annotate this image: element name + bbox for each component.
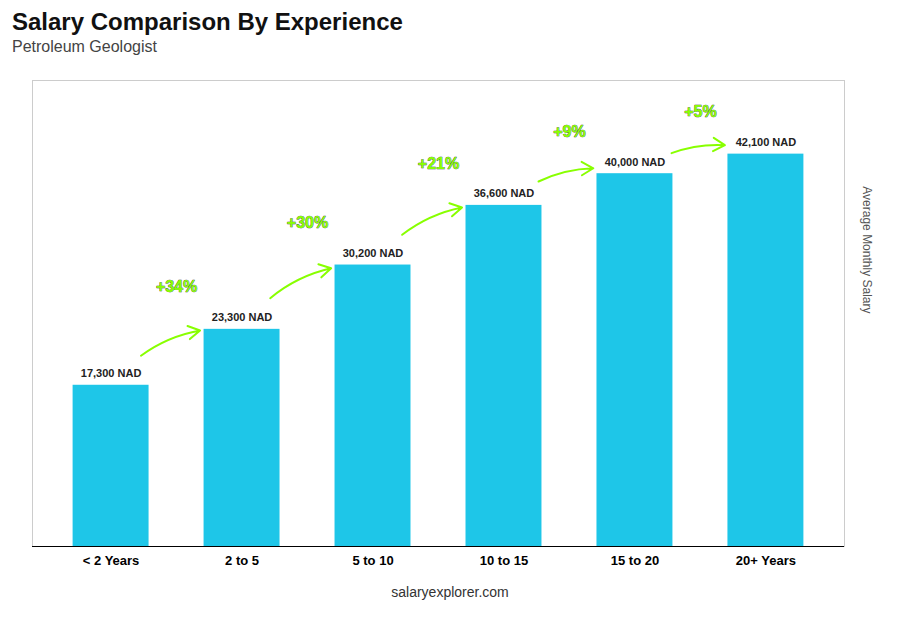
svg-text:2 to 5: 2 to 5 (225, 553, 259, 568)
svg-text:20+ Years: 20+ Years (736, 553, 796, 568)
svg-text:+21%: +21% (418, 155, 459, 172)
svg-text:17,300 NAD: 17,300 NAD (81, 367, 142, 379)
svg-text:10 to 15: 10 to 15 (480, 553, 528, 568)
svg-text:< 2 Years: < 2 Years (83, 553, 140, 568)
svg-text:+34%: +34% (156, 278, 197, 295)
svg-text:42,100 NAD: 42,100 NAD (736, 136, 797, 148)
svg-text:+9%: +9% (553, 123, 585, 140)
svg-text:15 to 20: 15 to 20 (611, 553, 659, 568)
svg-text:30,200 NAD: 30,200 NAD (343, 247, 404, 259)
svg-text:40,000 NAD: 40,000 NAD (605, 156, 666, 168)
html-text:salaryexplorer.com: salaryexplorer.com (391, 584, 509, 600)
svg-text:5 to 10: 5 to 10 (352, 553, 393, 568)
html-text:Salary Comparison By Experienc: Salary Comparison By Experience (12, 8, 403, 35)
svg-text:Average Monthly Salary: Average Monthly Salary (860, 186, 874, 313)
svg-text:+30%: +30% (287, 214, 328, 231)
svg-text:+5%: +5% (684, 103, 716, 120)
svg-text:36,600 NAD: 36,600 NAD (474, 187, 535, 199)
svg-text:23,300 NAD: 23,300 NAD (212, 311, 273, 323)
html-text:Petroleum Geologist: Petroleum Geologist (12, 38, 157, 55)
